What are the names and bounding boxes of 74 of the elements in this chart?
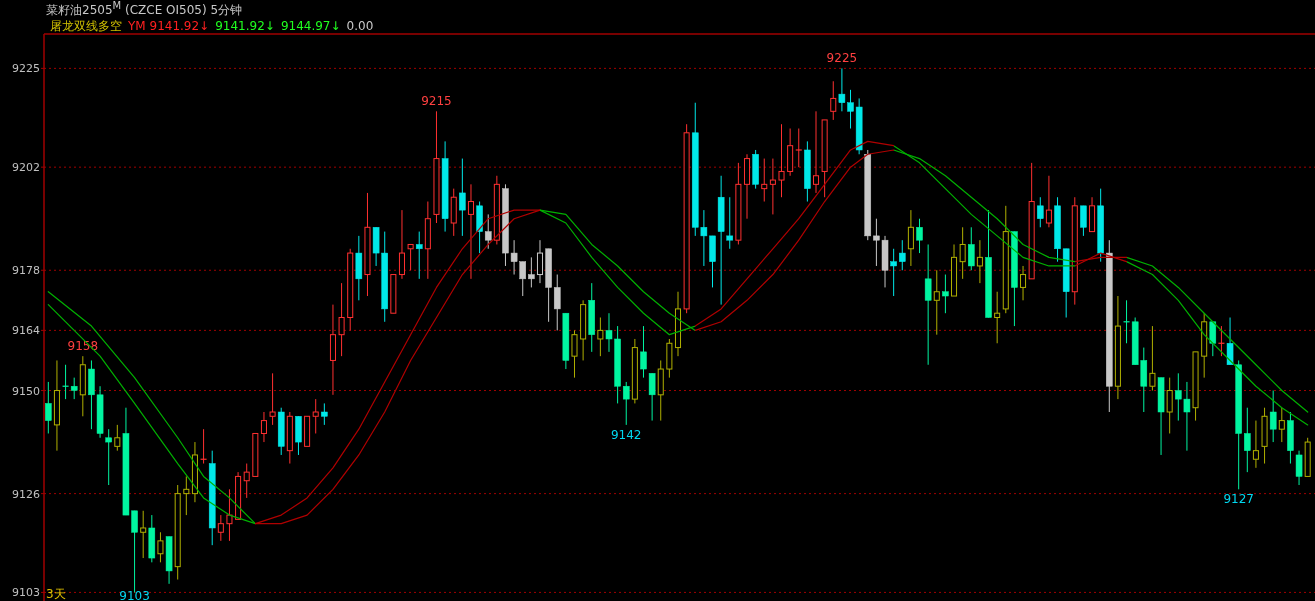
candlestick xyxy=(968,226,975,271)
candlestick xyxy=(571,329,578,379)
y-tick-label: 9178 xyxy=(12,264,40,278)
chart-title: 菜籽油2505$^{M}$ (CZCE OI505) 5分钟 xyxy=(46,0,243,19)
candlestick xyxy=(269,372,276,426)
candlestick xyxy=(813,110,820,194)
annotation: 9215 xyxy=(421,94,452,109)
candlestick xyxy=(778,123,785,198)
candlestick xyxy=(312,398,319,434)
y-tick-label: 9164 xyxy=(12,324,40,338)
candlestick xyxy=(976,239,983,284)
candlestick xyxy=(467,183,474,280)
candlestick xyxy=(907,209,914,267)
y-tick-label: 9126 xyxy=(12,487,40,501)
candlestick xyxy=(1295,450,1303,486)
candlestick xyxy=(1226,317,1234,366)
annotation: 9142 xyxy=(610,427,642,442)
candlestick xyxy=(899,239,906,271)
candlestick xyxy=(916,218,923,254)
candlestick xyxy=(536,239,544,284)
annotation: 9225 xyxy=(826,51,858,66)
candlestick xyxy=(1209,321,1217,357)
candlestick xyxy=(321,402,328,426)
candlestick xyxy=(994,291,1001,344)
candlestick xyxy=(1037,196,1044,228)
candlestick xyxy=(1080,205,1087,237)
candlestick xyxy=(140,510,147,559)
candlestick xyxy=(1252,420,1259,469)
candlestick xyxy=(1278,407,1285,443)
candlestick xyxy=(890,248,897,297)
candlestick xyxy=(459,158,466,237)
candlestick xyxy=(942,274,949,314)
candlestick xyxy=(648,372,656,422)
y-tick-label: 9225 xyxy=(12,62,40,76)
chart-subtitle: 屠龙双线多空 YM 9141.92↓ 9141.92↓ 9144.97↓ 0.00 xyxy=(50,19,374,33)
annotation: 9103 xyxy=(119,589,150,601)
candlestick xyxy=(105,428,112,486)
candlestick xyxy=(1045,175,1052,228)
candlestick xyxy=(622,381,630,426)
candlestick xyxy=(924,243,932,366)
candlestick xyxy=(640,325,647,379)
candlestick xyxy=(114,424,121,452)
annotation: 9127 xyxy=(1223,492,1254,507)
candlestick xyxy=(933,269,940,336)
candlestick xyxy=(157,531,164,563)
candlestick xyxy=(1149,325,1156,392)
candlestick xyxy=(415,231,423,280)
candlestick xyxy=(1244,407,1251,473)
candlestick xyxy=(726,196,734,250)
candlestick xyxy=(260,411,267,443)
candlestick xyxy=(398,209,405,280)
y-tick-label: 9103 xyxy=(12,586,40,600)
candlestick xyxy=(243,463,250,499)
candlestick xyxy=(1020,265,1027,301)
candlestick xyxy=(407,243,414,271)
candlestick xyxy=(959,226,966,280)
candlestick xyxy=(1166,377,1173,434)
candlestick xyxy=(761,158,768,203)
candlestick xyxy=(70,377,78,400)
candlestick xyxy=(338,282,345,357)
y-tick-label: 9202 xyxy=(12,161,40,175)
candlestick xyxy=(484,213,492,250)
candlestick xyxy=(183,475,190,516)
candlestick xyxy=(226,488,233,542)
candlestick xyxy=(769,158,776,215)
candlestick xyxy=(553,274,561,331)
candlestick xyxy=(528,256,535,288)
candlestick xyxy=(597,317,604,357)
candlestick xyxy=(795,128,803,168)
annotation: 3天 xyxy=(46,587,66,601)
candlestick xyxy=(217,514,224,542)
candlestick xyxy=(1269,390,1277,443)
y-tick-label: 9150 xyxy=(12,384,40,398)
candlestick xyxy=(830,80,837,121)
